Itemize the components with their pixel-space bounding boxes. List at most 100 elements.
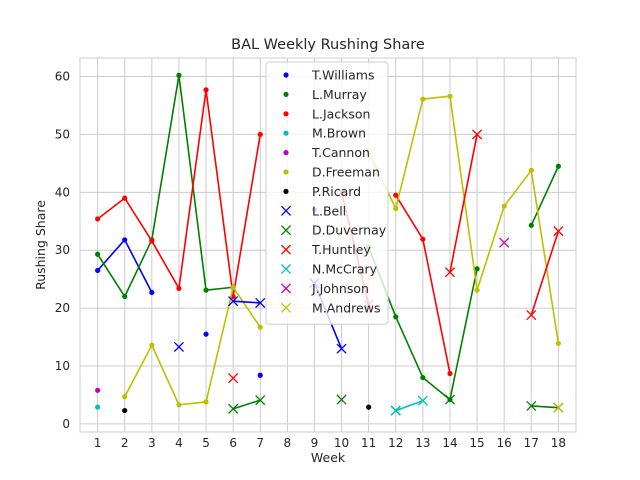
data-point <box>203 399 209 405</box>
x-tick-label: 7 <box>256 436 264 450</box>
legend: T.Williams L.Murray L.Jackson M.Brown T.Cann… <box>265 61 389 325</box>
data-point <box>447 370 453 377</box>
data-point <box>336 343 347 354</box>
legend-marker <box>283 150 289 156</box>
x-tick-label: 11 <box>361 436 376 450</box>
legend-item-t-williams: T.Williams <box>283 68 374 83</box>
legend-label: M.Andrews <box>312 300 380 315</box>
legend-marker <box>283 188 289 194</box>
x-tick-label: 8 <box>284 436 292 450</box>
series-line-segment <box>449 134 478 273</box>
data-point <box>122 195 128 201</box>
series-line-segment <box>449 268 478 400</box>
data-point <box>499 237 510 248</box>
data-point <box>553 226 564 237</box>
x-tick-label: 13 <box>415 436 430 450</box>
data-point <box>228 373 239 384</box>
legend-label: T.Williams <box>311 68 374 83</box>
series-line-segment <box>394 98 424 209</box>
series-line-segment <box>178 89 207 289</box>
data-point <box>176 72 182 78</box>
x-tick-label: 9 <box>311 436 319 450</box>
x-tick-label: 12 <box>388 436 403 450</box>
legend-label: T.Huntley <box>311 242 371 257</box>
data-point <box>501 203 507 209</box>
legend-label: L.Murray <box>312 87 367 102</box>
chart-title: BAL Weekly Rushing Share <box>231 37 425 53</box>
y-tick-label: 40 <box>55 185 70 199</box>
data-point <box>149 289 155 296</box>
data-point <box>122 237 128 243</box>
series-line-segment <box>124 239 153 293</box>
data-point <box>176 285 182 292</box>
legend-marker <box>280 225 292 236</box>
series-line-segment <box>422 239 451 374</box>
series-line-segment <box>97 197 126 220</box>
legend-marker <box>280 302 292 313</box>
legend-marker <box>280 263 292 275</box>
data-point <box>420 236 426 242</box>
series-line-segment <box>151 75 180 240</box>
data-point <box>393 205 399 212</box>
series-line-segment <box>96 253 126 297</box>
data-point <box>203 331 209 337</box>
data-point <box>95 216 101 222</box>
y-tick-label: 20 <box>55 301 70 315</box>
legend-item-m-brown: M.Brown <box>283 126 366 141</box>
y-tick-label: 10 <box>55 359 70 373</box>
y-tick-label: 50 <box>55 127 70 141</box>
data-point <box>366 404 372 410</box>
legend-item-d-duvernay: D.Duvernay <box>280 223 387 238</box>
legend-label: D.Freeman <box>312 165 380 180</box>
series-l-jackson <box>95 87 453 377</box>
legend-label: D.Duvernay <box>312 223 387 238</box>
data-point <box>228 296 239 307</box>
data-point <box>203 87 209 93</box>
data-point <box>95 251 101 257</box>
series-line-segment <box>124 197 153 242</box>
data-point <box>149 342 155 348</box>
series-line-segment <box>205 89 234 297</box>
data-point <box>420 96 426 102</box>
legend-item-t-cannon: T.Cannon <box>283 145 370 160</box>
x-tick-label: 5 <box>202 436 210 450</box>
data-point <box>173 341 184 352</box>
series-m-brown <box>95 404 101 410</box>
x-tick-label: 1 <box>94 436 102 450</box>
series-line-segment <box>422 95 451 100</box>
legend-marker <box>280 244 292 255</box>
legend-label: T.Cannon <box>311 145 370 160</box>
series-l-murray <box>95 72 561 403</box>
legend-marker <box>280 283 292 294</box>
data-point <box>528 167 534 173</box>
legend-item-t-huntley: T.Huntley <box>280 242 371 257</box>
data-point <box>393 314 399 320</box>
data-point <box>230 284 236 290</box>
y-axis-label: Rushing Share <box>33 200 48 290</box>
series-line-segment <box>178 401 207 406</box>
series-line-segment <box>476 205 505 291</box>
x-tick-label: 3 <box>148 436 156 450</box>
series-line-segment <box>530 230 560 316</box>
legend-item-p-ricard: P.Ricard <box>283 184 361 199</box>
x-tick-label: 2 <box>121 436 129 450</box>
data-point <box>95 267 101 274</box>
data-point <box>228 403 239 414</box>
series-line-segment <box>503 169 532 207</box>
series-line-segment <box>178 75 207 291</box>
data-point <box>472 129 483 140</box>
x-axis-label: Week <box>311 450 346 465</box>
data-point <box>203 287 209 293</box>
data-point <box>176 402 182 408</box>
legend-label: N.McCrary <box>312 262 378 277</box>
data-point <box>257 324 263 330</box>
series-line-segment <box>97 239 126 272</box>
legend-item-l-bell: L.Bell <box>280 203 346 218</box>
data-point <box>122 394 128 400</box>
data-point <box>336 394 347 405</box>
x-tick-label: 17 <box>524 436 539 450</box>
x-tick-label: 6 <box>229 436 237 450</box>
data-point <box>528 222 534 228</box>
